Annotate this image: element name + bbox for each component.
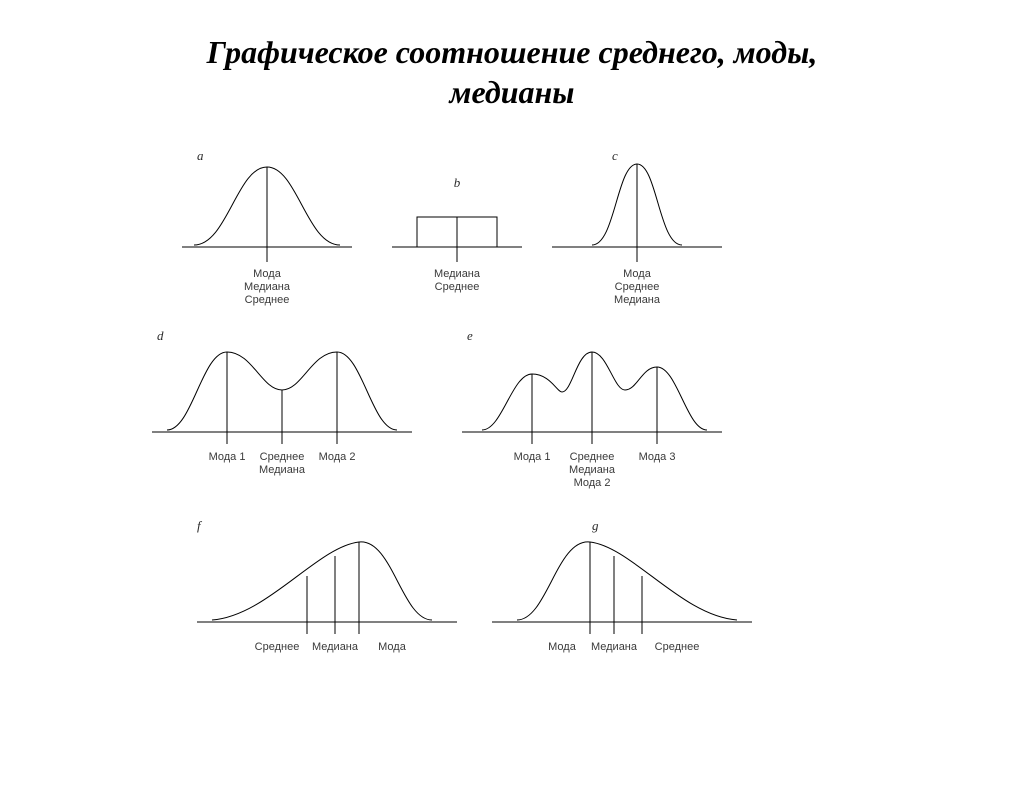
label-row3: Среднее bbox=[245, 294, 290, 306]
label-mean: Среднее bbox=[260, 451, 305, 463]
label-median: Медиана bbox=[312, 641, 359, 653]
curve-left-skew bbox=[212, 542, 432, 620]
panel-letter: f bbox=[197, 518, 203, 533]
label-median: Медиана bbox=[259, 464, 306, 476]
panel-g: g Мода Медиана Среднее bbox=[492, 518, 752, 653]
label-row2: Среднее bbox=[615, 281, 660, 293]
label-mode1: Мода 1 bbox=[514, 451, 551, 463]
label-mode3: Мода 3 bbox=[639, 451, 676, 463]
label-mode: Мода bbox=[548, 641, 577, 653]
label-row3: Медиана bbox=[614, 294, 661, 306]
page-title-line1: Графическое соотношение среднего, моды, bbox=[207, 34, 818, 70]
panel-letter: b bbox=[454, 175, 461, 190]
label-mode2: Мода 2 bbox=[574, 477, 611, 489]
panel-letter: d bbox=[157, 328, 164, 343]
panel-f: f Среднее Медиана Мода bbox=[197, 518, 457, 653]
panel-letter: a bbox=[197, 148, 204, 163]
label-mean: Среднее bbox=[655, 641, 700, 653]
label-row2: Медиана bbox=[244, 281, 291, 293]
curve-right-skew bbox=[517, 542, 737, 620]
panel-letter: c bbox=[612, 148, 618, 163]
figure-container: a Мода Медиана Среднее b Медиана Среднее… bbox=[122, 142, 902, 702]
label-mode: Мода bbox=[378, 641, 407, 653]
panel-letter: g bbox=[592, 518, 599, 533]
label-mean: Среднее bbox=[255, 641, 300, 653]
label-median: Медиана bbox=[569, 464, 616, 476]
label-row1: Мода bbox=[623, 268, 652, 280]
label-median: Медиана bbox=[591, 641, 638, 653]
label-mode2: Мода 2 bbox=[319, 451, 356, 463]
panel-c: c Мода Среднее Медиана bbox=[552, 148, 722, 306]
panel-d: d Мода 1 Среднее Мода 2 Медиана bbox=[152, 328, 412, 476]
label-mode1: Мода 1 bbox=[209, 451, 246, 463]
label-row1: Мода bbox=[253, 268, 282, 280]
curve-trimodal bbox=[482, 352, 707, 430]
label-row2: Среднее bbox=[435, 281, 480, 293]
label-mean: Среднее bbox=[570, 451, 615, 463]
panel-a: a Мода Медиана Среднее bbox=[182, 148, 352, 306]
page-title-line2: медианы bbox=[450, 74, 575, 110]
panel-b: b Медиана Среднее bbox=[392, 175, 522, 293]
panel-letter: e bbox=[467, 328, 473, 343]
panel-e: e Мода 1 Среднее Мода 3 Медиана Мода 2 bbox=[462, 328, 722, 489]
label-row1: Медиана bbox=[434, 268, 481, 280]
